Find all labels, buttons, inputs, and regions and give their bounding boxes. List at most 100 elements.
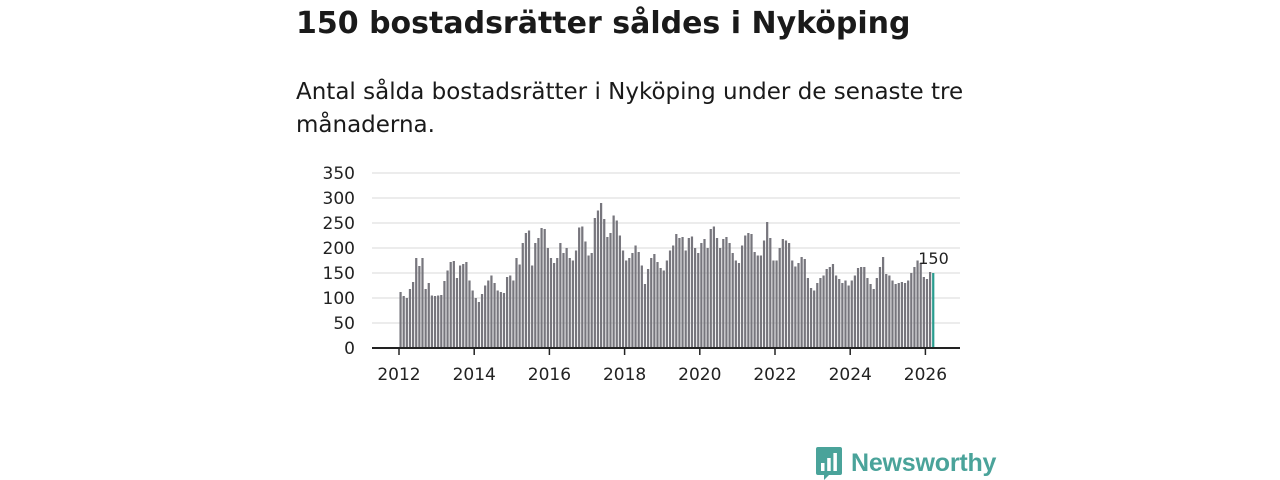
bar [540, 228, 543, 348]
bar [474, 298, 477, 348]
x-tick-label: 2022 [753, 365, 796, 385]
bar [650, 258, 653, 348]
bar [928, 272, 932, 348]
bar [531, 265, 534, 348]
bar [841, 283, 844, 348]
bar [693, 248, 697, 348]
bar [499, 292, 502, 348]
bar [437, 295, 440, 348]
bar [881, 257, 885, 348]
brand-name: Newsworthy [851, 448, 997, 477]
bar [565, 248, 568, 348]
data-label-latest: 150 [918, 249, 949, 268]
y-tick-label: 100 [323, 289, 355, 309]
bar [534, 243, 537, 348]
bar [505, 277, 509, 348]
y-tick-label: 300 [323, 189, 355, 209]
bar [643, 284, 647, 348]
bar [897, 283, 900, 348]
bar [427, 283, 430, 348]
bar [665, 260, 669, 348]
bar [759, 255, 763, 348]
bar [584, 241, 587, 348]
x-tick-label: 2012 [377, 365, 420, 385]
bar [813, 290, 816, 348]
bar [740, 245, 744, 348]
bar [653, 254, 656, 348]
bar [778, 248, 781, 348]
bar [606, 237, 609, 348]
bar [477, 302, 481, 348]
bar [562, 253, 565, 348]
bar [797, 263, 800, 348]
bar [907, 280, 910, 348]
bar [784, 240, 788, 348]
bar [496, 290, 499, 348]
newsworthy-logo: Newsworthy [815, 446, 996, 480]
bar [462, 264, 465, 348]
bar [781, 239, 784, 348]
bar [433, 296, 437, 348]
bar [816, 283, 819, 348]
x-tick-label: 2020 [678, 365, 721, 385]
bar [484, 285, 487, 348]
bar [794, 266, 797, 348]
bar [552, 263, 556, 348]
bar [900, 282, 904, 348]
bar [809, 288, 813, 348]
bar [853, 275, 857, 348]
bar [559, 243, 562, 348]
bar [502, 293, 506, 348]
bar [662, 270, 665, 348]
bar [856, 268, 860, 348]
bar [747, 233, 750, 348]
bar [599, 203, 603, 348]
bar [634, 245, 637, 348]
bar [405, 298, 408, 348]
bar [546, 248, 549, 348]
bar [910, 273, 913, 348]
bar [775, 260, 778, 348]
bar [860, 267, 863, 348]
bar [646, 269, 650, 348]
bar [734, 260, 737, 348]
bar [919, 263, 922, 348]
bar [725, 237, 728, 348]
bar [399, 292, 402, 348]
bar [518, 264, 521, 348]
bar [640, 265, 643, 348]
bar [916, 260, 919, 348]
bar [719, 248, 722, 348]
bar [672, 245, 675, 348]
bar [446, 270, 449, 348]
bar [803, 259, 806, 348]
bar [684, 250, 687, 348]
x-tick-label: 2018 [603, 365, 646, 385]
bar [402, 296, 405, 348]
bar [875, 278, 878, 348]
bar [847, 285, 850, 348]
bar [706, 248, 709, 348]
bar [850, 280, 853, 348]
bar [480, 294, 484, 348]
bar [844, 280, 847, 348]
bar [903, 283, 907, 348]
bar [690, 236, 694, 348]
bar [524, 233, 528, 348]
bar [769, 238, 772, 348]
bar [656, 262, 659, 348]
bar [825, 269, 828, 348]
x-tick-label: 2024 [829, 365, 872, 385]
bar [490, 275, 493, 348]
bar [731, 253, 734, 348]
bar [568, 258, 571, 348]
bar [509, 275, 512, 348]
bar [493, 283, 496, 348]
bar [925, 279, 929, 348]
bar [687, 238, 690, 348]
bar [659, 268, 662, 348]
bar [549, 258, 553, 348]
bar [753, 252, 756, 348]
bar [722, 239, 725, 348]
bar [581, 226, 584, 348]
